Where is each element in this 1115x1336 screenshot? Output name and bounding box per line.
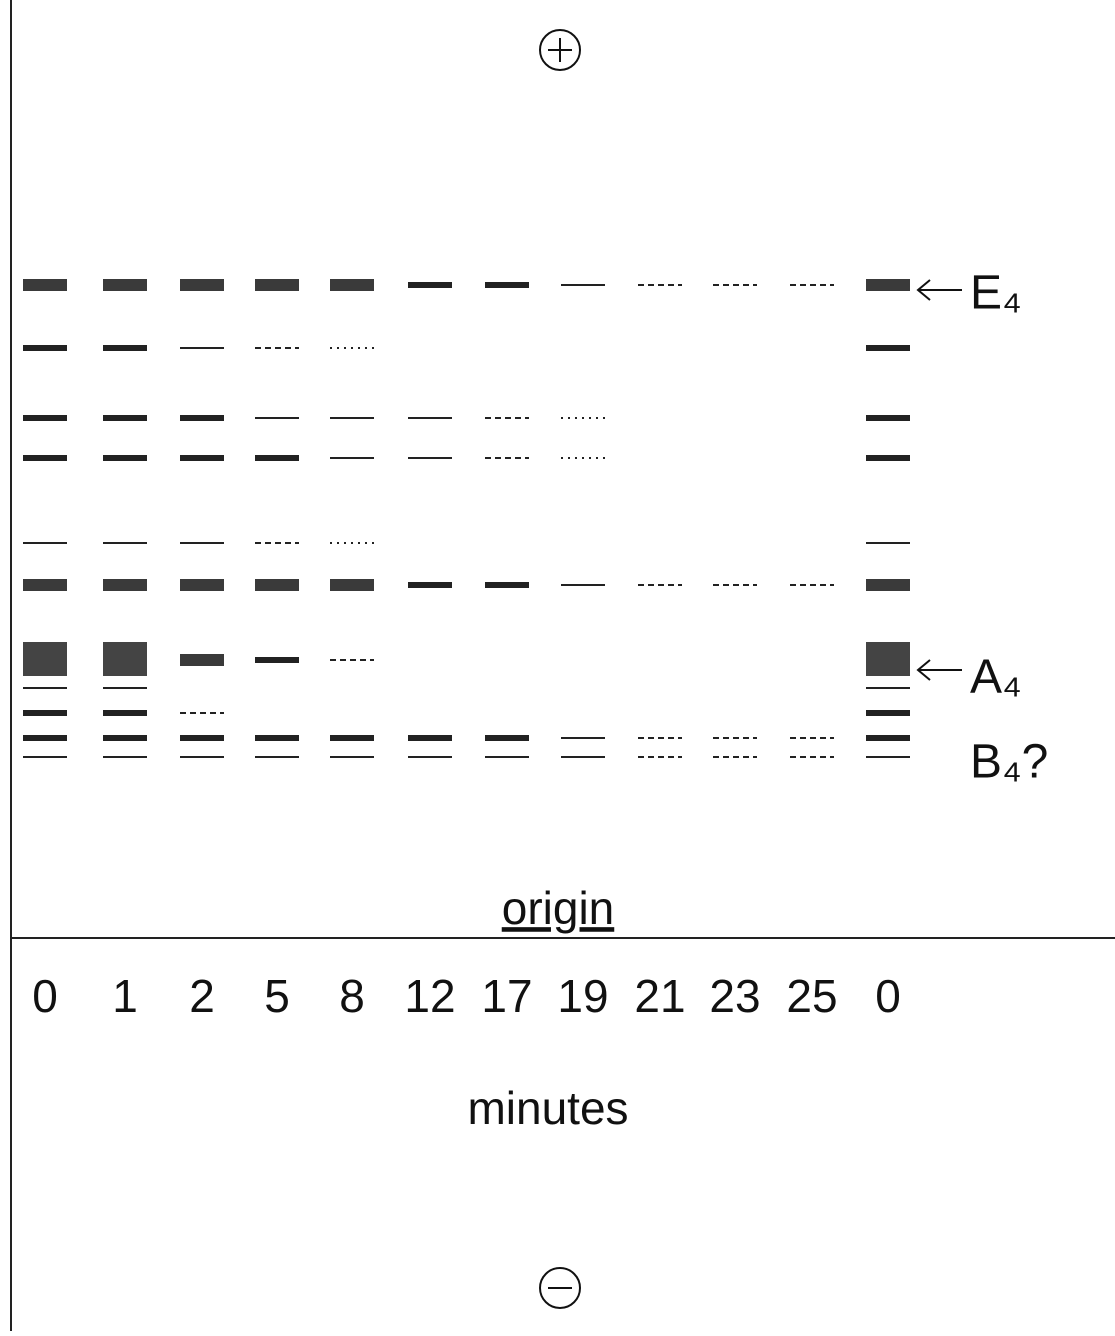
band — [866, 642, 910, 676]
band — [103, 710, 147, 716]
band — [408, 582, 452, 588]
band — [255, 657, 299, 663]
band — [103, 455, 147, 461]
lane-label: 12 — [404, 970, 455, 1022]
band — [866, 735, 910, 741]
band — [180, 415, 224, 421]
band — [103, 415, 147, 421]
band — [408, 735, 452, 741]
band — [103, 735, 147, 741]
band — [485, 582, 529, 588]
band — [103, 345, 147, 351]
band — [23, 642, 67, 676]
band — [23, 279, 67, 291]
band — [103, 279, 147, 291]
band — [866, 415, 910, 421]
band — [23, 345, 67, 351]
lane-label: 17 — [481, 970, 532, 1022]
band — [23, 579, 67, 591]
lane-label: 21 — [634, 970, 685, 1022]
band — [255, 279, 299, 291]
band — [255, 579, 299, 591]
band — [180, 735, 224, 741]
band — [180, 279, 224, 291]
band — [866, 710, 910, 716]
band — [180, 579, 224, 591]
page: {"gel": { "lanes": ["0", "1", "2", "5", … — [0, 0, 1115, 1331]
band — [180, 455, 224, 461]
lane-label: 0 — [875, 970, 901, 1022]
band — [255, 735, 299, 741]
band — [103, 642, 147, 676]
cathode-symbol — [540, 1268, 580, 1308]
gel-diagram: E₄ A₄ B₄? origin minutes 012581217192123… — [0, 0, 1115, 1331]
origin-label: origin — [502, 882, 615, 934]
band — [866, 455, 910, 461]
lane-label: 19 — [557, 970, 608, 1022]
band — [23, 455, 67, 461]
band — [866, 279, 910, 291]
band — [255, 455, 299, 461]
band — [330, 735, 374, 741]
band — [23, 710, 67, 716]
band — [330, 279, 374, 291]
band — [23, 735, 67, 741]
band-label-a4: A₄ — [970, 651, 1022, 704]
band — [23, 415, 67, 421]
band — [408, 282, 452, 288]
band — [330, 579, 374, 591]
band — [180, 654, 224, 666]
lane-label: 0 — [32, 970, 58, 1022]
band — [866, 345, 910, 351]
lane-label: 25 — [786, 970, 837, 1022]
band — [103, 579, 147, 591]
lane-label: 5 — [264, 970, 290, 1022]
lane-label: 2 — [189, 970, 215, 1022]
band — [866, 579, 910, 591]
band-label-e4: E₄ — [970, 267, 1022, 320]
axis-label: minutes — [467, 1082, 628, 1134]
arrow-a4 — [918, 660, 962, 680]
anode-symbol — [540, 30, 580, 70]
arrow-e4 — [918, 280, 962, 300]
lane-label: 23 — [709, 970, 760, 1022]
band-label-b4: B₄? — [970, 736, 1048, 789]
lane-label: 1 — [112, 970, 138, 1022]
band — [485, 282, 529, 288]
band — [485, 735, 529, 741]
lane-label: 8 — [339, 970, 365, 1022]
